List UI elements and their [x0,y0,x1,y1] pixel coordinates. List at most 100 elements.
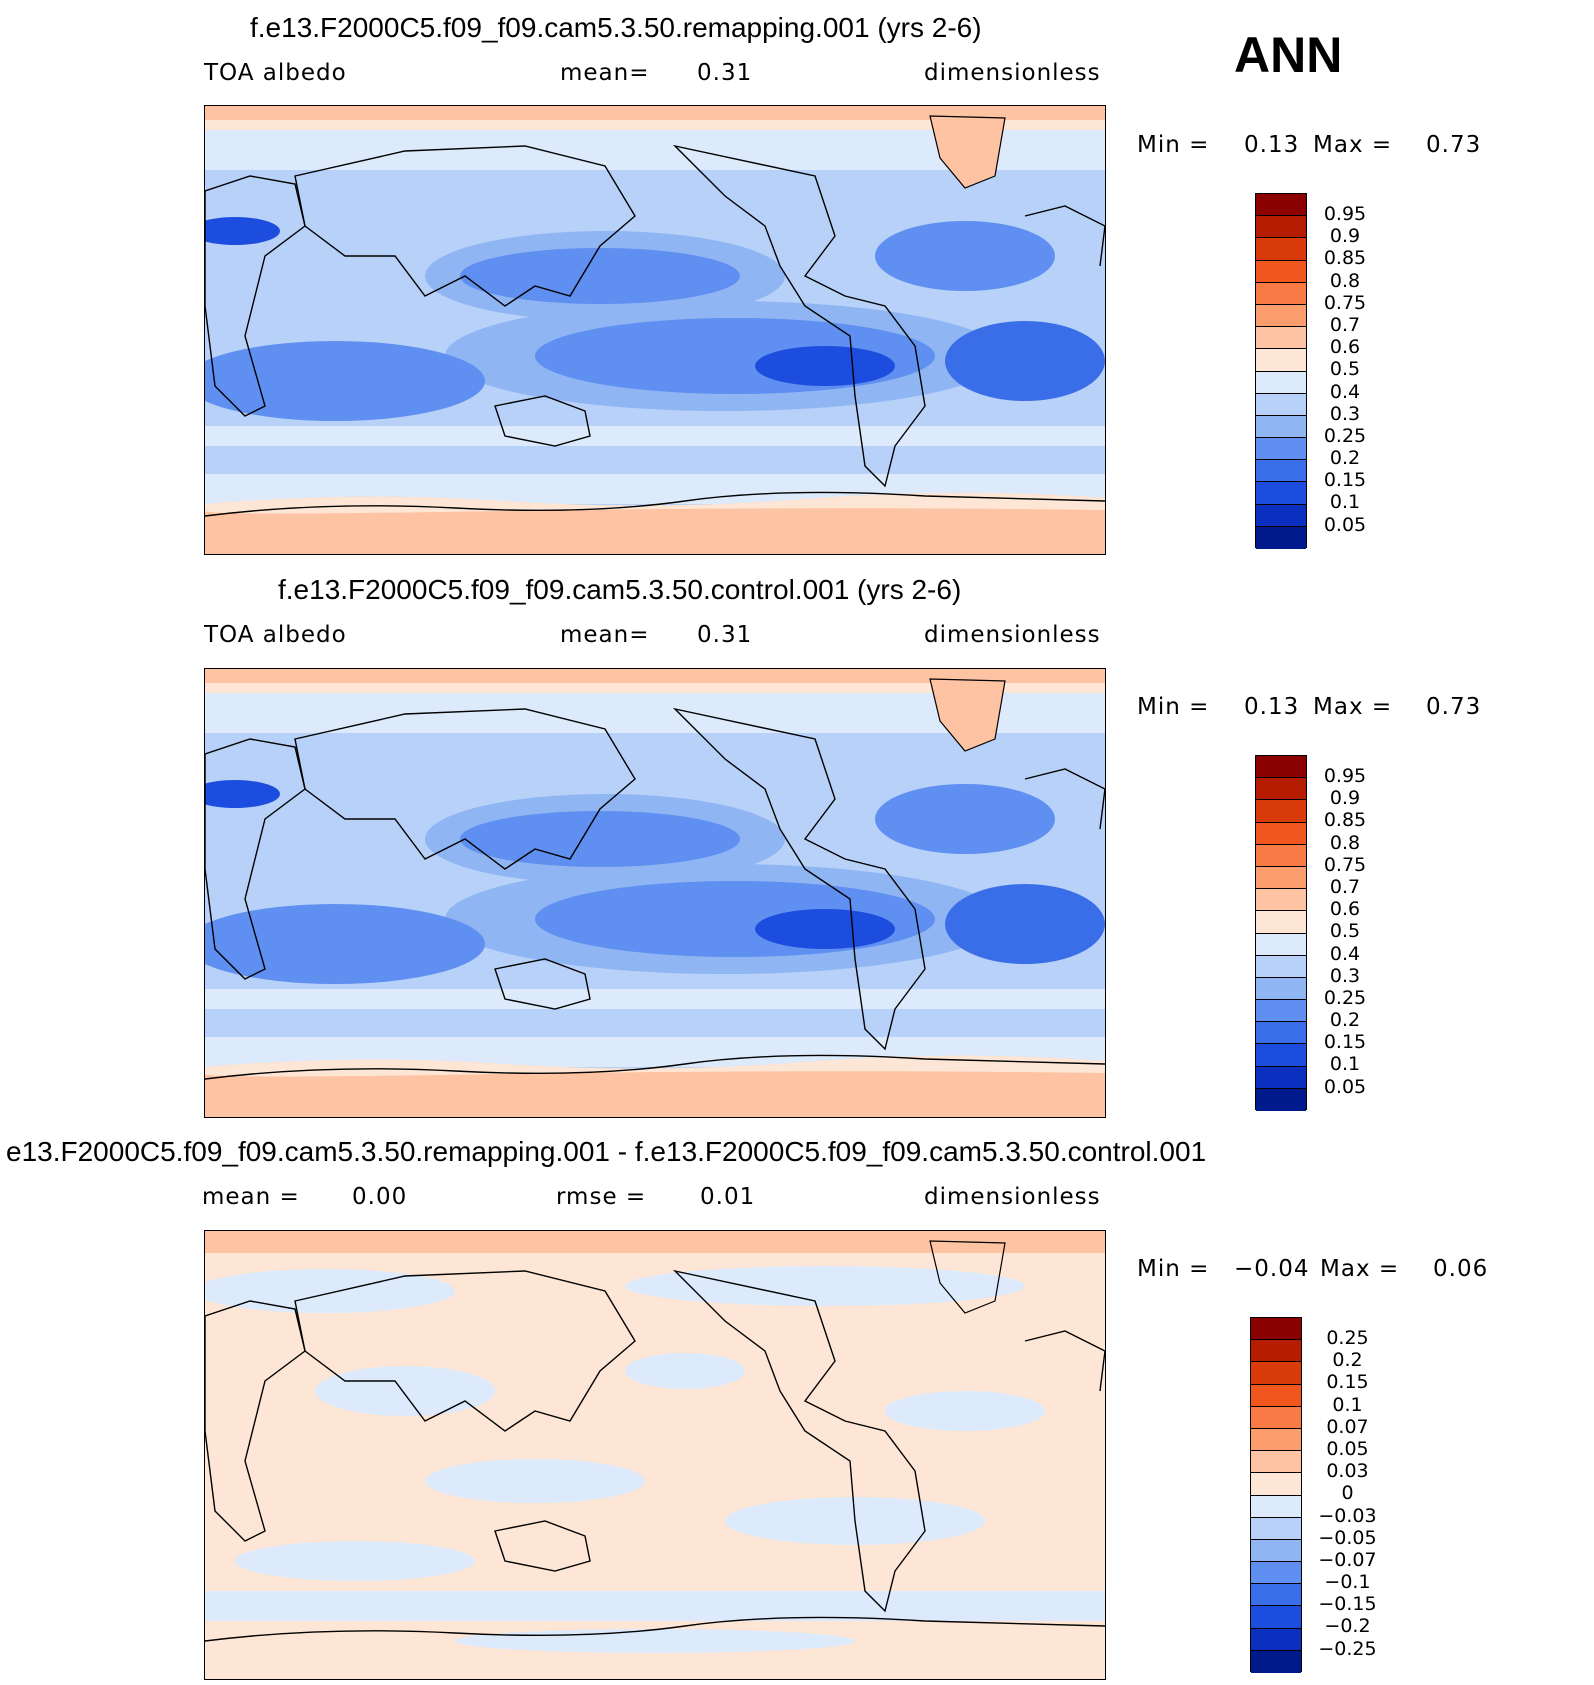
colorbar-swatch [1251,1473,1301,1496]
colorbar-swatch [1256,955,1306,978]
panel3-mean-value: 0.00 [352,1184,408,1210]
colorbar-label: 0.1 [1332,1393,1363,1416]
colorbar-swatch [1256,1088,1306,1111]
colorbar-swatch [1256,911,1306,934]
panel3-max-label: Max = [1320,1256,1400,1282]
panel2-min-value: 0.13 [1244,694,1300,720]
colorbar-label: 0.7 [1329,875,1361,898]
colorbar-swatch [1256,1022,1306,1045]
colorbar-label: 0.15 [1323,469,1367,492]
colorbar-label: 0.2 [1332,1349,1363,1372]
panel1-max-label: Max = [1313,132,1393,158]
panel2-units: dimensionless [924,622,1101,648]
colorbar-label: 0 [1341,1482,1354,1505]
colorbar-label: 0.1 [1329,491,1361,514]
colorbar-label: 0.85 [1323,809,1367,832]
colorbar-swatch [1251,1340,1301,1363]
panel3-colorbar-labels: 0.25 0.2 0.15 0.1 0.07 0.05 0.03 0 −0.03 −0.05 −0.… [1310,1327,1385,1660]
colorbar-label: 0.9 [1329,225,1361,248]
panel1-mean-value: 0.31 [697,60,753,86]
panel1-map [204,105,1106,555]
panel2-map-svg [205,669,1105,1117]
colorbar-label: 0.2 [1329,1009,1361,1032]
panel3-map-svg [205,1231,1105,1679]
panel2-mean-value: 0.31 [697,622,753,648]
colorbar-swatch [1256,393,1306,416]
panel2-mean-label: mean= [560,622,650,648]
panel2-colorbar-labels: 0.95 0.9 0.85 0.8 0.75 0.7 0.6 0.5 0.4 0.3 0.25 0.2… [1315,765,1375,1098]
colorbar-label: 0.05 [1326,1437,1369,1460]
colorbar-swatch [1256,778,1306,801]
colorbar-label: 0.2 [1329,447,1361,470]
panel1-max-value: 0.73 [1426,132,1482,158]
colorbar-swatch [1251,1406,1301,1429]
colorbar-swatch [1256,1066,1306,1089]
colorbar-swatch [1256,327,1306,350]
colorbar-swatch [1256,1000,1306,1023]
panel1-min-label: Min = [1137,132,1210,158]
colorbar-swatch [1256,1044,1306,1067]
colorbar-label: 0.25 [1326,1327,1369,1349]
colorbar-swatch [1251,1562,1301,1585]
colorbar-swatch [1251,1495,1301,1518]
colorbar-label: 0.7 [1329,313,1361,336]
colorbar-label: 0.25 [1323,424,1367,447]
colorbar-label: 0.3 [1329,964,1361,987]
colorbar-swatch [1251,1318,1301,1341]
panel3-colorbar [1250,1317,1302,1673]
panel3-min-value: −0.04 [1234,1256,1310,1282]
colorbar-swatch [1256,822,1306,845]
colorbar-label: 0.9 [1329,787,1361,810]
panel2-min-label: Min = [1137,694,1210,720]
panel1-colorbar [1255,193,1307,549]
colorbar-label: 0.6 [1329,898,1361,921]
colorbar-label: 0.05 [1323,1075,1367,1098]
colorbar-label: 0.75 [1323,291,1367,314]
panel1-variable-label: TOA albedo [204,60,347,86]
colorbar-swatch [1256,438,1306,461]
colorbar-swatch [1251,1650,1301,1673]
colorbar-label: 0.03 [1326,1460,1369,1483]
colorbar-label: 0.5 [1329,920,1361,943]
colorbar-swatch [1256,260,1306,283]
panel3-units: dimensionless [924,1184,1101,1210]
colorbar-swatch [1251,1628,1301,1651]
colorbar-label: −0.25 [1318,1637,1377,1660]
panel2-title: f.e13.F2000C5.f09_f09.cam5.3.50.control.… [278,574,962,605]
colorbar-label: 0.25 [1323,986,1367,1009]
colorbar-label: 0.5 [1329,358,1361,381]
panel2-variable-label: TOA albedo [204,622,347,648]
colorbar-swatch [1256,238,1306,261]
panel2-map [204,668,1106,1118]
colorbar-label: 0.07 [1326,1415,1369,1438]
colorbar-swatch [1251,1517,1301,1540]
colorbar-label: 0.8 [1329,269,1361,292]
colorbar-label: 0.85 [1323,247,1367,270]
colorbar-label: −0.2 [1324,1615,1371,1638]
panel3-min-label: Min = [1137,1256,1210,1282]
panel2-colorbar [1255,755,1307,1111]
colorbar-swatch [1256,526,1306,549]
colorbar-label: −0.15 [1318,1593,1377,1616]
colorbar-swatch [1251,1362,1301,1385]
colorbar-swatch [1251,1539,1301,1563]
panel1-title: f.e13.F2000C5.f09_f09.cam5.3.50.remappin… [250,12,982,43]
colorbar-label: 0.1 [1329,1053,1361,1076]
colorbar-label: 0.05 [1323,513,1367,536]
colorbar-label: −0.05 [1318,1526,1377,1549]
colorbar-swatch [1256,415,1306,439]
colorbar-swatch [1256,460,1306,483]
panel3-rmse-label: rmse = [556,1184,647,1210]
colorbar-swatch [1251,1584,1301,1607]
panel3-map [204,1230,1106,1680]
colorbar-label: 0.6 [1329,336,1361,359]
colorbar-swatch [1251,1428,1301,1452]
colorbar-label: −0.1 [1324,1571,1371,1594]
panel3-max-value: 0.06 [1433,1256,1489,1282]
colorbar-swatch [1256,194,1306,217]
colorbar-label: 0.15 [1326,1371,1369,1394]
panel1-map-svg [205,106,1105,554]
colorbar-swatch [1256,756,1306,779]
colorbar-swatch [1251,1384,1301,1407]
colorbar-swatch [1256,844,1306,867]
